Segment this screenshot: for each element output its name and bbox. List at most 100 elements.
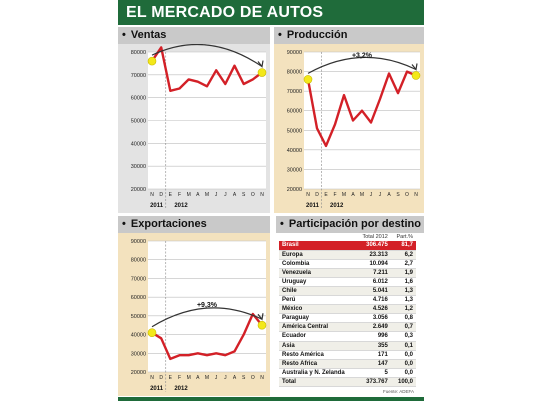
ventas-chart-panel: • Ventas 80000 70000 60000 50000 40000 30000 2… xyxy=(118,27,270,213)
y-tick-label: 40000 xyxy=(131,333,146,339)
x-tick-label: A xyxy=(233,375,237,381)
ventas-chart-header: • Ventas xyxy=(118,27,270,44)
change-arc xyxy=(151,307,263,328)
page-title: EL MERCADO DE AUTOS xyxy=(118,0,424,25)
row-part: 2,7 xyxy=(390,259,416,269)
exportaciones-chart-title: Exportaciones xyxy=(130,218,207,230)
table-row: Ecuador 996 0,3 xyxy=(279,331,416,342)
row-total: 5 xyxy=(355,368,391,378)
row-total: 6.012 xyxy=(355,277,391,287)
x-tick-label: A xyxy=(196,192,200,198)
x-tick-label: D xyxy=(315,192,319,198)
y-tick-label: 30000 xyxy=(287,167,302,173)
bullet-icon: • xyxy=(122,218,126,230)
row-part: 0,0 xyxy=(390,359,416,369)
row-total: 355 xyxy=(355,341,391,351)
row-name: Brasil xyxy=(279,241,356,251)
series-line xyxy=(151,46,263,92)
bullet-icon: • xyxy=(122,29,126,41)
row-total: 2.649 xyxy=(355,322,391,333)
change-label: +9,3% xyxy=(197,302,218,309)
year-label-2012: 2012 xyxy=(330,203,344,209)
row-name: América Central xyxy=(279,322,356,333)
row-total: 147 xyxy=(355,359,391,369)
participacion-header: • Participación por destino xyxy=(276,216,424,233)
year-label-2011: 2011 xyxy=(306,203,320,209)
y-tick-label: 60000 xyxy=(131,295,146,301)
table-row: Venezuela 7.211 1,9 xyxy=(279,268,416,278)
x-tick-label: M xyxy=(205,192,209,198)
y-tick-label: 50000 xyxy=(131,314,146,320)
x-tick-label: S xyxy=(242,192,246,198)
row-part: 0,3 xyxy=(390,331,416,342)
row-total: 996 xyxy=(355,331,391,342)
row-part: 0,8 xyxy=(390,313,416,324)
y-tick-label: 20000 xyxy=(287,187,302,193)
row-part: 81,7 xyxy=(390,241,416,251)
endpoint-marker xyxy=(147,56,157,66)
row-total: 306.475 xyxy=(355,241,391,251)
x-tick-label: D xyxy=(159,192,163,198)
change-label: -7,5% xyxy=(198,44,217,45)
row-name: Venezuela xyxy=(279,268,356,278)
exportaciones-chart-header: • Exportaciones xyxy=(118,216,270,233)
table-row: Resto América 171 0,0 xyxy=(279,350,416,360)
table-row: Total 373.767 100,0 xyxy=(279,376,416,388)
table-row: Europa 23.313 6,2 xyxy=(279,250,416,260)
table-row: América Central 2.649 0,7 xyxy=(279,322,416,333)
row-name: Colombia xyxy=(279,259,356,269)
row-total: 23.313 xyxy=(355,250,391,260)
row-total: 171 xyxy=(355,350,391,360)
x-tick-label: N xyxy=(306,192,310,198)
arrow-head-icon xyxy=(257,313,264,321)
table-row: Chile 5.041 1,3 xyxy=(279,286,416,297)
table-row: Colombia 10.094 2,7 xyxy=(279,259,416,269)
series-line xyxy=(306,70,417,148)
x-tick-label: J xyxy=(370,192,373,198)
x-tick-label: M xyxy=(342,192,346,198)
x-tick-label: M xyxy=(205,375,209,381)
x-tick-label: F xyxy=(178,375,181,381)
col-part-header: Part.% xyxy=(396,233,413,240)
produccion-line-chart: 90000 80000 70000 60000 50000 40000 30000 20000… xyxy=(274,44,424,213)
year-label-2011: 2011 xyxy=(150,203,164,209)
x-tick-label: N xyxy=(260,375,264,381)
endpoint-marker xyxy=(147,328,157,337)
row-total: 4.526 xyxy=(355,304,391,315)
x-tick-label: E xyxy=(324,192,328,198)
y-tick-label: 70000 xyxy=(131,276,146,282)
row-part: 0,0 xyxy=(390,368,416,378)
row-part: 1,6 xyxy=(390,277,416,287)
y-tick-label: 80000 xyxy=(131,258,146,264)
table-row: Brasil 306.475 81,7 xyxy=(279,241,416,251)
y-tick-label: 80000 xyxy=(287,70,302,76)
x-tick-label: J xyxy=(379,192,382,198)
row-name: Resto Africa xyxy=(279,359,356,369)
x-tick-label: O xyxy=(405,192,409,198)
y-tick-label: 70000 xyxy=(131,73,146,79)
arrow-head-icon xyxy=(257,60,264,68)
row-part: 1,2 xyxy=(390,304,416,315)
y-tick-label: 90000 xyxy=(287,50,302,56)
row-name: Total xyxy=(279,376,356,388)
y-tick-label: 40000 xyxy=(287,148,302,154)
change-arc xyxy=(307,56,417,74)
table-row: México 4.526 1,2 xyxy=(279,304,416,315)
participacion-table-body: Brasil 306.475 81,7 Europa 23.313 6,2 Colombia… xyxy=(279,241,416,388)
x-tick-label: M xyxy=(187,192,191,198)
row-total: 373.767 xyxy=(355,376,391,388)
y-tick-label: 90000 xyxy=(131,239,146,245)
x-tick-label: N xyxy=(150,375,154,381)
table-row: Asia 355 0,1 xyxy=(279,341,416,351)
x-tick-label: J xyxy=(215,192,218,198)
y-tick-label: 50000 xyxy=(131,119,146,125)
x-tick-label: J xyxy=(215,375,218,381)
x-tick-label: O xyxy=(251,375,255,381)
change-arc xyxy=(151,44,263,68)
change-label: +3,2% xyxy=(352,52,373,59)
row-name: Resto América xyxy=(279,350,356,360)
x-tick-label: J xyxy=(224,375,227,381)
x-tick-label: N xyxy=(260,192,264,198)
row-part: 6,2 xyxy=(390,250,416,260)
y-tick-label: 30000 xyxy=(131,164,146,170)
